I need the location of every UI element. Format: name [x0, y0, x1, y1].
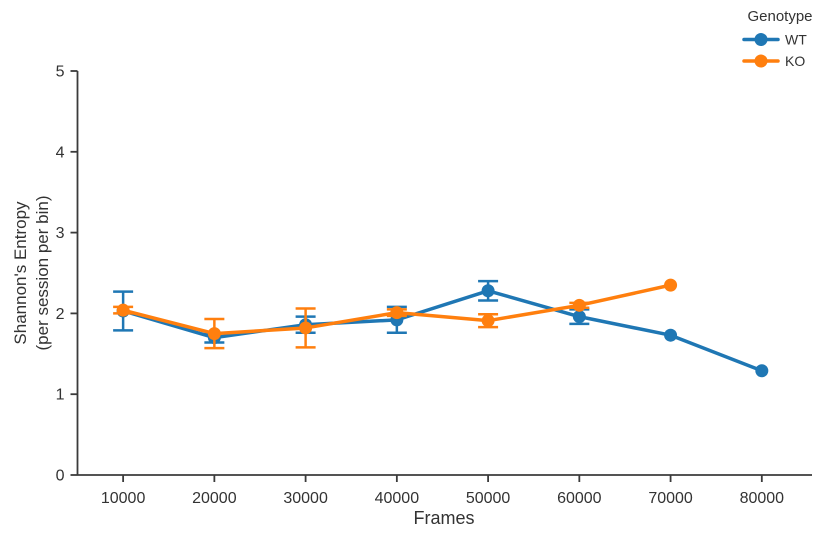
data-point-ko [207, 327, 221, 341]
data-point-ko [299, 321, 313, 335]
series-layer [113, 278, 769, 378]
x-tick-label: 70000 [648, 490, 693, 507]
legend-marker-dot [754, 54, 768, 68]
x-tick-label: 30000 [283, 490, 328, 507]
data-point-wt [481, 284, 495, 298]
legend-title: Genotype [747, 8, 812, 25]
y-axis-title-line2: (per session per bin) [33, 196, 52, 351]
legend-marker-dot [754, 33, 768, 46]
data-point-ko [116, 303, 130, 317]
data-point-ko [572, 298, 586, 312]
x-tick-label: 40000 [375, 490, 420, 507]
y-tick-label: 5 [56, 64, 65, 81]
y-tick-label: 2 [56, 306, 65, 323]
y-tick-label: 4 [56, 144, 65, 161]
x-tick-label: 20000 [192, 490, 237, 507]
series-ko [113, 278, 678, 350]
y-tick-label: 1 [56, 387, 65, 404]
legend-entry-ko: KO [742, 53, 805, 69]
legend-entries: WT KO [742, 32, 807, 69]
legend-entry-label: WT [785, 32, 807, 48]
series-line-wt [121, 289, 764, 373]
data-point-wt [664, 328, 678, 342]
axes-layer: 0 1 2 3 4 5 10000 20000 30000 40000 50000 60000 7000… [56, 64, 812, 507]
x-tick-label: 10000 [101, 490, 146, 507]
legend: Genotype WT KO [742, 8, 813, 69]
x-tick-label: 80000 [740, 490, 785, 507]
data-point-ko [481, 314, 495, 328]
y-tick-label: 3 [56, 225, 65, 242]
legend-entry-wt: WT [742, 32, 807, 48]
data-point-ko [664, 278, 678, 292]
legend-entry-label: KO [785, 53, 805, 69]
x-tick-label: 50000 [466, 490, 511, 507]
data-point-ko [390, 306, 404, 320]
data-point-wt [572, 310, 586, 324]
y-tick-label: 0 [56, 468, 65, 485]
y-axis-title-line1: Shannon's Entropy [11, 201, 30, 345]
x-axis-title: Frames [413, 508, 474, 528]
x-tick-label: 60000 [557, 490, 602, 507]
data-point-wt [755, 364, 769, 378]
